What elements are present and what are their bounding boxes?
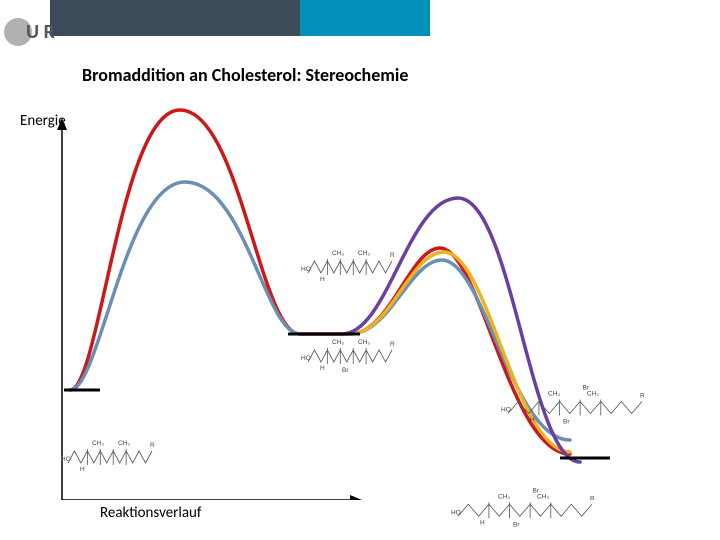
svg-text:Br: Br — [513, 521, 520, 528]
svg-text:HO: HO — [451, 509, 461, 516]
curve-blue — [70, 182, 570, 440]
svg-text:R: R — [640, 393, 645, 400]
molecule-m2: HO CH₃ CH₃ R Br H — [300, 334, 400, 374]
logo: U R — [4, 18, 55, 46]
svg-text:CH₃: CH₃ — [358, 339, 370, 346]
molecule-m5: HO CH₃ CH₃ R Br Br H — [450, 480, 600, 535]
molecule-structure: HO CH₃ CH₃ R Br Br H — [500, 380, 650, 430]
molecule-m1: HO CH₃ CH₃ R H — [300, 245, 400, 285]
svg-text:H: H — [320, 276, 325, 283]
svg-text:CH₃: CH₃ — [498, 493, 510, 500]
svg-text:CH₃: CH₃ — [587, 391, 599, 398]
svg-text:H: H — [80, 466, 85, 473]
svg-text:CH₃: CH₃ — [332, 250, 344, 257]
svg-text:H: H — [530, 417, 535, 424]
molecule-structure: HO CH₃ CH₃ R H — [300, 245, 400, 285]
header-bar — [0, 0, 430, 36]
svg-text:R: R — [590, 495, 595, 502]
svg-text:R: R — [150, 442, 155, 449]
svg-text:CH₃: CH₃ — [358, 250, 370, 257]
svg-text:Br: Br — [342, 367, 349, 374]
svg-text:HO: HO — [301, 355, 311, 362]
svg-text:CH₃: CH₃ — [92, 440, 104, 447]
svg-text:Br: Br — [533, 487, 540, 494]
svg-text:HO: HO — [301, 266, 311, 273]
svg-text:HO: HO — [501, 407, 511, 414]
svg-text:R: R — [390, 341, 395, 348]
molecule-m3: HO CH₃ CH₃ R H — [60, 435, 160, 475]
header-segment — [300, 0, 430, 36]
svg-text:HO: HO — [61, 456, 71, 463]
svg-text:CH₃: CH₃ — [548, 391, 560, 398]
svg-text:CH₃: CH₃ — [118, 440, 130, 447]
logo-text: U R — [26, 20, 55, 44]
svg-text:Br: Br — [563, 419, 570, 426]
svg-text:H: H — [320, 365, 325, 372]
molecule-structure: HO CH₃ CH₃ R Br H — [300, 334, 400, 374]
page-title: Bromaddition an Cholesterol: Stereochemi… — [82, 64, 408, 86]
svg-text:R: R — [390, 252, 395, 259]
x-axis-label: Reaktionsverlauf — [100, 504, 201, 522]
molecule-structure: HO CH₃ CH₃ R Br Br H — [450, 480, 600, 535]
molecule-structure: HO CH₃ CH₃ R H — [60, 435, 160, 475]
svg-text:CH₃: CH₃ — [537, 493, 549, 500]
svg-text:CH₃: CH₃ — [332, 339, 344, 346]
molecule-m4: HO CH₃ CH₃ R Br Br H — [500, 380, 650, 430]
svg-text:H: H — [480, 519, 485, 526]
svg-text:Br: Br — [583, 385, 590, 392]
header-segment — [50, 0, 300, 36]
